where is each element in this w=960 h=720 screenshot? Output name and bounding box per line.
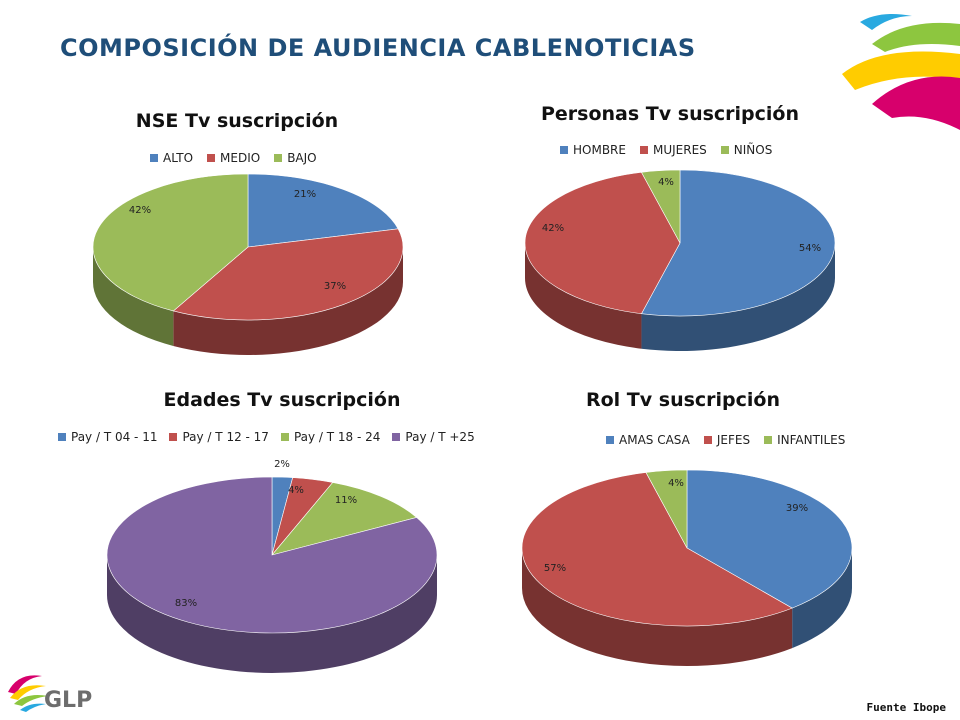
chart-title-edades: Edades Tv suscripción	[163, 389, 401, 411]
pie-slice-0	[686, 469, 853, 609]
legend-rol: AMAS CASA JEFES INFANTILES	[606, 433, 845, 447]
legend-item: JEFES	[703, 433, 751, 447]
legend-item: NIÑOS	[720, 143, 773, 157]
legend-edades: Pay / T 04 - 11 Pay / T 12 - 17 Pay / T …	[58, 430, 475, 444]
page-title: COMPOSICIÓN DE AUDIENCIA CABLENOTICIAS	[60, 34, 696, 62]
legend-label: MEDIO	[220, 151, 261, 165]
pie-slice-1	[172, 228, 404, 321]
slice-label: 4%	[668, 478, 684, 489]
legend-nse: ALTO MEDIO BAJO	[150, 151, 317, 165]
chart-title-nse: NSE Tv suscripción	[135, 110, 339, 132]
legend-label: HOMBRE	[573, 143, 626, 157]
swoosh-yellow	[842, 51, 960, 90]
legend-label: INFANTILES	[777, 433, 846, 447]
logo-text: GLP	[44, 688, 93, 713]
chart-title-rol: Rol Tv suscripción	[585, 389, 781, 411]
legend-label: Pay / T +25	[405, 430, 475, 444]
slice-label: 4%	[288, 485, 304, 496]
legend-label: AMAS CASA	[619, 433, 690, 447]
swoosh-magenta	[872, 76, 960, 130]
legend-item: BAJO	[274, 151, 317, 165]
slice-label: 83%	[175, 598, 197, 609]
legend-item: HOMBRE	[560, 143, 626, 157]
slice-label: 37%	[324, 281, 346, 292]
swoosh-green	[872, 22, 960, 52]
legend-item: ALTO	[150, 151, 193, 165]
slice-label: 42%	[129, 205, 151, 216]
legend-item: Pay / T +25	[392, 430, 475, 444]
legend-item: MEDIO	[207, 151, 260, 165]
pie-side-1	[173, 247, 403, 355]
chart-title-personas: Personas Tv suscripción	[540, 103, 800, 125]
pie-side-1	[525, 243, 642, 349]
slice-label: 4%	[658, 177, 674, 188]
glp-logo-icon	[8, 675, 48, 712]
swoosh-blue	[860, 14, 912, 30]
legend-label: JEFES	[716, 433, 751, 447]
legend-item: MUJERES	[639, 143, 707, 157]
legend-item: AMAS CASA	[606, 433, 690, 447]
slice-label: 39%	[786, 503, 808, 514]
pie-chart-2: 2% 4% 11% 83%	[106, 459, 438, 673]
pie-slice-1	[524, 171, 681, 315]
pie-slice-0	[640, 169, 836, 317]
legend-label: Pay / T 18 - 24	[293, 430, 381, 444]
pie-chart-0: 21% 37% 42%	[92, 173, 404, 355]
legend-item: Pay / T 04 - 11	[58, 430, 157, 444]
pie-side-1	[522, 548, 793, 667]
pie-side-0	[792, 548, 852, 649]
slice-label: 11%	[335, 495, 357, 506]
pie-slice-2	[645, 469, 688, 549]
pie-side-3	[107, 555, 437, 673]
legend-label: MUJERES	[652, 143, 707, 157]
pie-slice-2	[271, 482, 418, 556]
pie-slice-3	[106, 476, 438, 634]
legend-label: BAJO	[287, 151, 317, 165]
pie-side-0	[641, 243, 835, 351]
slice-label: 57%	[544, 563, 566, 574]
slice-label: 21%	[294, 189, 316, 200]
brand-swoosh-decoration	[842, 14, 960, 130]
slice-label: 54%	[799, 243, 821, 254]
legend-label: ALTO	[163, 151, 194, 165]
source-note: Fuente Ibope	[866, 701, 946, 714]
legend-label: Pay / T 04 - 11	[71, 430, 158, 444]
pie-slice-1	[521, 472, 793, 627]
slice-label: 2%	[274, 459, 290, 470]
legend-label: NIÑOS	[733, 143, 773, 157]
legend-label: Pay / T 12 - 17	[182, 430, 269, 444]
pie-slice-0	[247, 173, 399, 248]
slice-label: 42%	[542, 223, 564, 234]
pie-slice-2	[640, 169, 681, 244]
pie-chart-1: 54% 42% 4%	[524, 169, 836, 351]
pie-chart-3: 39% 57% 4%	[521, 469, 853, 667]
legend-item: Pay / T 12 - 17	[169, 430, 269, 444]
legend-item: INFANTILES	[764, 433, 845, 447]
legend-personas: HOMBRE MUJERES NIÑOS	[560, 143, 772, 157]
legend-item: Pay / T 18 - 24	[280, 430, 381, 444]
pie-slice-2	[92, 173, 249, 312]
